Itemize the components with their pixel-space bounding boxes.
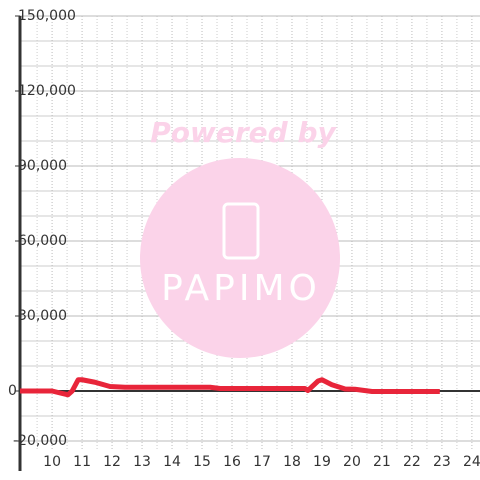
y-tick-label: 0	[8, 383, 17, 399]
x-tick-label: 10	[43, 454, 61, 470]
watermark-logo: PAPIMO	[161, 268, 321, 309]
y-tick-label: 60,000	[18, 233, 67, 249]
foreground: -20,000 0 30,000 60,000 90,000 120,000 150,000…	[8, 8, 480, 471]
x-tick-label: 14	[163, 454, 181, 470]
y-tick-label: -20,000	[13, 433, 67, 449]
x-tick-label: 19	[313, 454, 331, 470]
x-tick-label: 16	[223, 454, 241, 470]
data-line	[20, 377, 440, 398]
watermark: Powered by PAPIMO	[140, 116, 340, 358]
watermark-text: Powered by	[150, 116, 337, 149]
y-tick-label: 30,000	[18, 308, 67, 324]
y-tick-label: 150,000	[18, 8, 76, 24]
x-tick-label: 13	[133, 454, 151, 470]
x-tick-label: 23	[433, 454, 451, 470]
x-tick-label: 20	[343, 454, 361, 470]
x-tick-label: 11	[73, 454, 91, 470]
x-tick-label: 15	[193, 454, 211, 470]
x-tick-label: 12	[103, 454, 121, 470]
x-tick-label: 24	[463, 454, 480, 470]
x-tick-label: 22	[403, 454, 421, 470]
watermark-icon	[222, 202, 260, 260]
y-tick-label: 90,000	[18, 158, 67, 174]
x-tick-label: 21	[373, 454, 391, 470]
y-tick-label: 120,000	[18, 83, 76, 99]
x-tick-label: 18	[283, 454, 301, 470]
x-tick-label: 17	[253, 454, 271, 470]
